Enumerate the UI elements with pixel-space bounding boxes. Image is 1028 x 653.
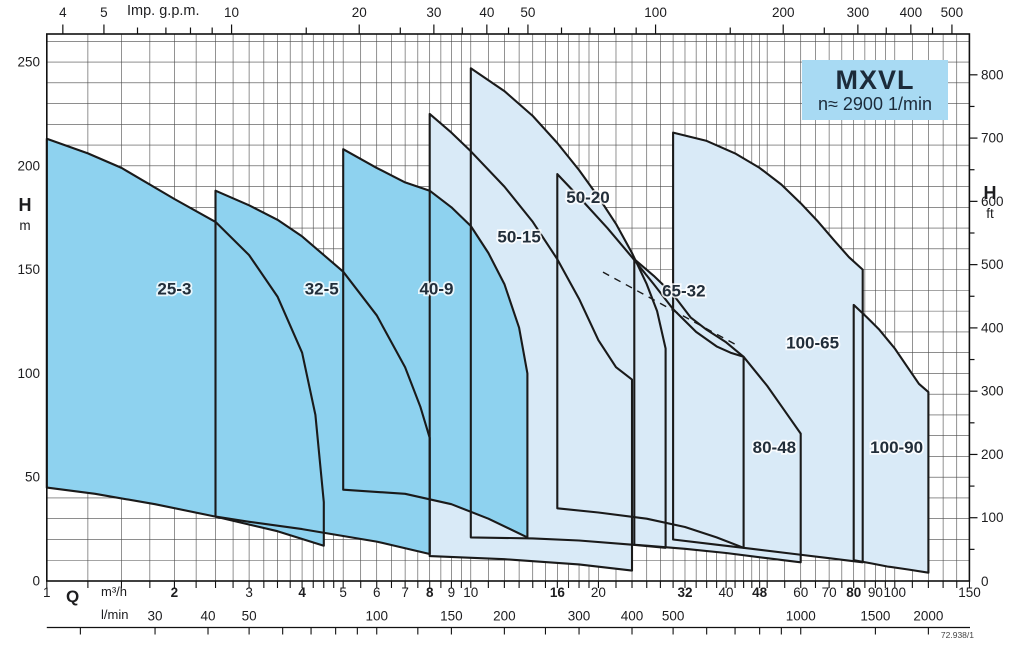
svg-text:10: 10 <box>463 585 478 600</box>
svg-text:200: 200 <box>17 158 40 173</box>
svg-text:10: 10 <box>224 5 239 20</box>
svg-text:100: 100 <box>981 510 1004 525</box>
flow-axis-m3h-unit-label: m³/h <box>101 584 127 599</box>
right-axis: 100 200 300 400 500 600 700 800 0 <box>969 67 1004 589</box>
envelope-outline-80-48 <box>633 258 802 564</box>
svg-text:16: 16 <box>550 585 566 600</box>
svg-text:150: 150 <box>958 585 981 600</box>
svg-text:100: 100 <box>365 609 388 624</box>
model-title-box: MXVL n≈ 2900 1/min <box>802 60 948 120</box>
svg-text:20: 20 <box>352 5 367 20</box>
svg-text:48: 48 <box>752 585 768 600</box>
right-axis-h-label: H <box>983 183 997 203</box>
svg-text:300: 300 <box>568 609 591 624</box>
svg-text:300: 300 <box>847 5 870 20</box>
envelope-label-25-3: 25-3 <box>157 279 191 298</box>
svg-text:0: 0 <box>32 574 40 589</box>
svg-text:5: 5 <box>339 585 347 600</box>
svg-text:50: 50 <box>25 470 40 485</box>
envelope-region-40-9 <box>343 149 528 538</box>
svg-text:32: 32 <box>677 585 692 600</box>
svg-text:80: 80 <box>846 585 861 600</box>
svg-text:500: 500 <box>941 5 964 20</box>
envelope-label-50-20: 50-20 <box>566 188 609 207</box>
svg-text:50: 50 <box>520 5 535 20</box>
svg-text:300: 300 <box>981 384 1004 399</box>
svg-text:40: 40 <box>200 609 215 624</box>
svg-text:800: 800 <box>981 67 1004 82</box>
svg-text:3: 3 <box>245 585 253 600</box>
svg-text:70: 70 <box>822 585 837 600</box>
svg-text:9: 9 <box>448 585 456 600</box>
right-axis-title: H ft <box>974 184 1006 221</box>
envelope-label-65-32: 65-32 <box>662 281 705 300</box>
bottom-axis-m3h: 1 2 3 4 5 6 7 8 9 10 16 20 32 40 48 60 70 80 90 100 150 <box>43 581 981 600</box>
left-axis-unit-label: m <box>19 217 31 233</box>
svg-text:700: 700 <box>981 131 1004 146</box>
svg-text:600: 600 <box>981 194 1004 209</box>
svg-text:1500: 1500 <box>860 609 890 624</box>
svg-text:50: 50 <box>242 609 257 624</box>
envelope-outline-25-3 <box>45 137 325 547</box>
flow-axis-q-label: Q <box>66 587 80 606</box>
svg-text:20: 20 <box>591 585 606 600</box>
svg-text:4: 4 <box>59 5 67 20</box>
left-axis-h-label: H <box>18 195 32 215</box>
envelope-label-100-65: 100-65 <box>786 333 839 352</box>
svg-text:7: 7 <box>401 585 409 600</box>
svg-text:0: 0 <box>981 574 989 589</box>
envelope-outline-50-20 <box>469 67 667 549</box>
svg-text:40: 40 <box>719 585 734 600</box>
left-axis-title: H m <box>10 196 40 233</box>
envelope-label-50-15: 50-15 <box>497 227 540 246</box>
svg-text:90: 90 <box>868 585 883 600</box>
envelope-region-100-65 <box>673 132 863 563</box>
svg-text:500: 500 <box>662 609 685 624</box>
svg-text:200: 200 <box>772 5 795 20</box>
document-number: 72.938/1 <box>940 630 974 640</box>
svg-text:100: 100 <box>884 585 907 600</box>
envelope-label-40-9: 40-9 <box>419 279 453 298</box>
svg-text:60: 60 <box>793 585 808 600</box>
svg-text:1: 1 <box>43 585 51 600</box>
svg-text:400: 400 <box>621 609 644 624</box>
envelope-label-80-48: 80-48 <box>753 438 796 457</box>
svg-text:100: 100 <box>644 5 667 20</box>
svg-text:500: 500 <box>981 257 1004 272</box>
bottom-axis-lmin: 30 40 50 100 150 200 300 400 500 1000 1500 2000 <box>46 609 970 635</box>
flow-axis-lmin-unit-label: l/min <box>101 607 129 622</box>
svg-text:150: 150 <box>440 609 463 624</box>
svg-text:2: 2 <box>171 585 179 600</box>
svg-text:400: 400 <box>900 5 923 20</box>
top-axis-unit-label: Imp. g.p.m. <box>127 3 200 19</box>
svg-text:30: 30 <box>148 609 163 624</box>
right-axis-unit-label: ft <box>986 205 994 221</box>
rotation-speed: n≈ 2900 1/min <box>818 94 932 115</box>
top-axis: 4 5 10 20 30 40 50 100 200 300 400 500 <box>59 5 963 34</box>
envelope-outline-100-90 <box>852 303 930 574</box>
svg-text:30: 30 <box>426 5 441 20</box>
svg-text:200: 200 <box>981 447 1004 462</box>
svg-text:2000: 2000 <box>913 609 943 624</box>
svg-text:400: 400 <box>981 320 1004 335</box>
svg-text:100: 100 <box>17 366 40 381</box>
svg-text:6: 6 <box>373 585 381 600</box>
envelope-outline-100-65 <box>672 131 864 564</box>
left-axis: 0 50 100 150 200 250 <box>17 55 40 589</box>
svg-text:1000: 1000 <box>786 609 816 624</box>
model-name: MXVL <box>835 64 915 95</box>
svg-text:200: 200 <box>493 609 516 624</box>
envelope-label-32-5: 32-5 <box>305 279 339 298</box>
svg-text:250: 250 <box>17 55 40 70</box>
svg-text:40: 40 <box>479 5 494 20</box>
svg-text:150: 150 <box>17 262 40 277</box>
envelope-label-100-90: 100-90 <box>870 438 923 457</box>
svg-text:4: 4 <box>298 585 306 600</box>
svg-text:8: 8 <box>426 585 434 600</box>
envelope-outline-32-5 <box>214 189 431 556</box>
svg-text:5: 5 <box>100 5 108 20</box>
envelope-outline-50-15 <box>428 112 634 572</box>
